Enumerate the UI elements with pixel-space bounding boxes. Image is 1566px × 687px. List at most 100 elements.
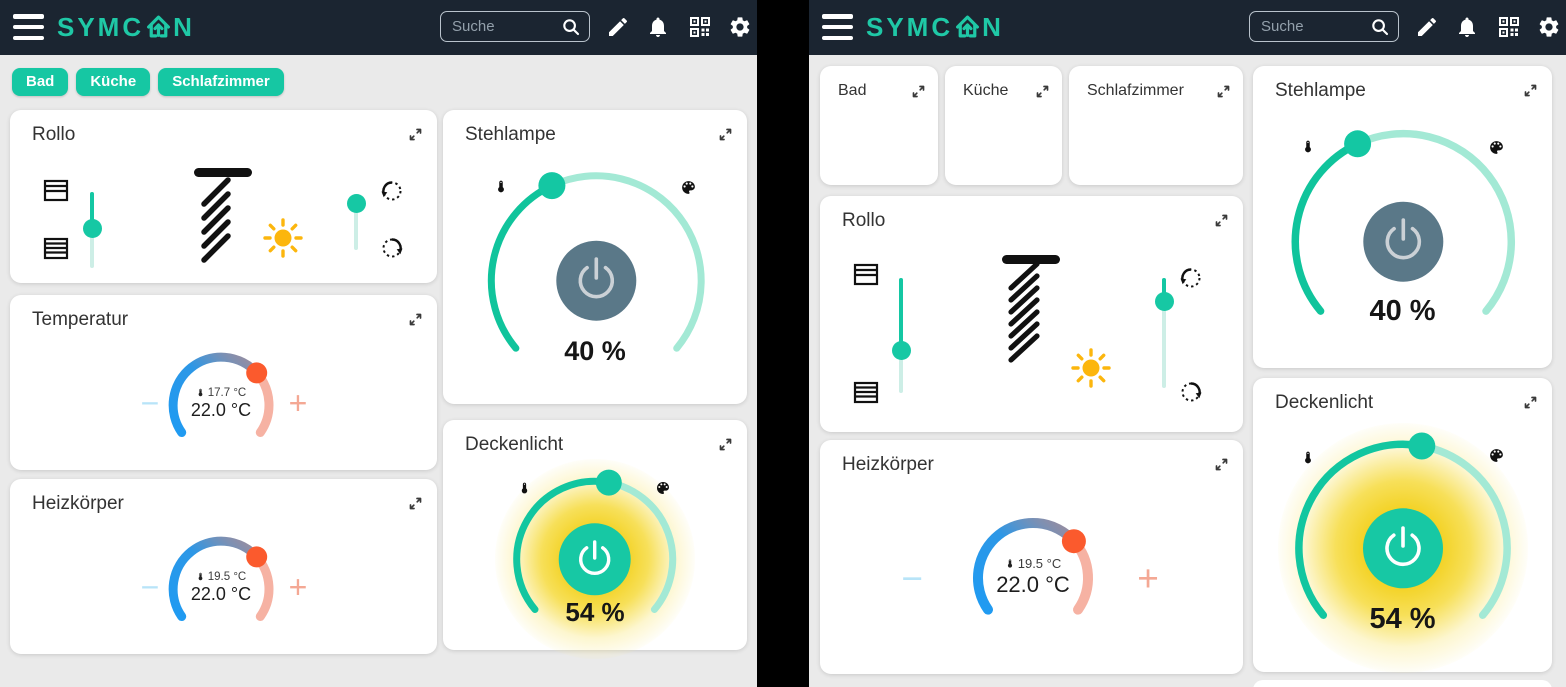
dial-thumb[interactable]: [595, 469, 622, 496]
search-icon[interactable]: [561, 17, 581, 37]
card-title: Deckenlicht: [1275, 392, 1374, 413]
blind-position-slider[interactable]: [891, 278, 911, 393]
slider-thumb[interactable]: [346, 193, 366, 213]
blind-position-slider[interactable]: [82, 192, 102, 268]
brightness-value: 40 %: [564, 336, 626, 366]
expand-icon[interactable]: [1523, 395, 1538, 410]
menu-hamburger-icon[interactable]: [13, 14, 44, 40]
slider-thumb[interactable]: [1154, 291, 1174, 311]
expand-icon[interactable]: [408, 496, 423, 511]
decrease-button[interactable]: −: [140, 569, 160, 605]
room-title: Küche: [963, 82, 1009, 99]
card-title: Heizkörper: [32, 493, 124, 514]
thermometer-mode-icon[interactable]: [494, 177, 508, 196]
slat-angle-slider[interactable]: [1154, 278, 1174, 388]
logo-text-suffix: N: [173, 12, 195, 42]
chip-kueche[interactable]: Küche: [76, 68, 151, 96]
brightness-value: 54 %: [1369, 603, 1436, 635]
settings-gear-icon[interactable]: [1537, 15, 1561, 39]
slider-thumb[interactable]: [82, 218, 102, 238]
app-panel-left: SYMC N: [0, 0, 757, 687]
target-temperature: 22.0 °C: [121, 584, 321, 605]
power-button[interactable]: [556, 240, 637, 321]
card-title: Rollo: [32, 124, 76, 145]
thermometer-mode-icon[interactable]: [1301, 137, 1315, 156]
expand-icon[interactable]: [718, 127, 733, 142]
notifications-bell-icon[interactable]: [646, 15, 670, 39]
dial-thumb[interactable]: [1408, 432, 1436, 460]
power-button[interactable]: [1363, 508, 1443, 589]
sun-icon: [263, 218, 303, 258]
palette-color-icon[interactable]: [1488, 139, 1505, 156]
card-deckenlicht: Deckenlicht 54 %: [1253, 378, 1552, 673]
search-input[interactable]: [441, 18, 561, 35]
room-card-schlafzimmer[interactable]: Schlafzimmer: [1069, 66, 1243, 185]
expand-icon[interactable]: [911, 84, 926, 99]
power-icon: [578, 257, 615, 299]
qr-code-icon[interactable]: [688, 15, 712, 39]
card-stehlampe: Stehlampe 40 %: [443, 110, 747, 404]
thermometer-icon: [198, 572, 203, 581]
increase-button[interactable]: +: [1137, 558, 1159, 599]
current-temperature-value: 17.7 °C: [207, 386, 247, 399]
power-icon: [579, 540, 611, 575]
rotate-cw-icon[interactable]: [380, 236, 404, 260]
rotate-ccw-icon[interactable]: [380, 179, 404, 203]
header: SYMC N: [809, 0, 1566, 55]
dial-thumb[interactable]: [1344, 130, 1372, 158]
current-temperature: 17.7 °C: [121, 386, 321, 399]
decrease-button[interactable]: −: [901, 558, 923, 599]
edit-pencil-icon[interactable]: [606, 15, 630, 39]
expand-icon[interactable]: [718, 437, 733, 452]
room-card-kueche[interactable]: Küche: [945, 66, 1062, 185]
gauge-knob[interactable]: [246, 546, 268, 568]
logo-house-icon: [956, 15, 980, 38]
gauge-knob[interactable]: [246, 362, 268, 384]
settings-gear-icon[interactable]: [728, 15, 752, 39]
target-temperature-value: 22.0 °C: [996, 572, 1070, 597]
expand-icon[interactable]: [1216, 84, 1231, 99]
menu-hamburger-icon[interactable]: [822, 14, 853, 40]
thermometer-mode-icon[interactable]: [1301, 448, 1315, 467]
rotate-ccw-icon[interactable]: [1179, 266, 1203, 290]
notifications-bell-icon[interactable]: [1455, 15, 1479, 39]
card-heizkoerper: Heizkörper 19.5 °C 22.0 °C − +: [10, 479, 437, 654]
expand-icon[interactable]: [408, 127, 423, 142]
search-input[interactable]: [1250, 18, 1370, 35]
expand-icon[interactable]: [1214, 457, 1229, 472]
palette-color-icon[interactable]: [680, 179, 697, 196]
logo-text-suffix: N: [982, 12, 1004, 42]
gauge-knob[interactable]: [1061, 529, 1086, 554]
expand-icon[interactable]: [1214, 213, 1229, 228]
expand-icon[interactable]: [1035, 84, 1050, 99]
decrease-button[interactable]: −: [140, 385, 160, 421]
expand-icon[interactable]: [408, 312, 423, 327]
room-card-bad[interactable]: Bad: [820, 66, 938, 185]
card-peek: [1253, 680, 1552, 687]
power-button[interactable]: [1363, 201, 1444, 282]
qr-code-icon[interactable]: [1497, 15, 1521, 39]
slat-angle-slider[interactable]: [346, 193, 366, 250]
target-temperature-value: 22.0 °C: [190, 400, 252, 420]
increase-button[interactable]: +: [288, 569, 308, 605]
palette-color-icon[interactable]: [655, 480, 671, 496]
thermometer-mode-icon[interactable]: [518, 479, 531, 497]
power-icon: [1385, 526, 1421, 567]
app-logo: SYMC N: [866, 12, 1004, 43]
chip-schlafzimmer[interactable]: Schlafzimmer: [158, 68, 284, 96]
thermostat-gauge: [168, 536, 274, 621]
rotate-cw-icon[interactable]: [1179, 380, 1203, 404]
target-temperature: 22.0 °C: [121, 400, 321, 421]
increase-button[interactable]: +: [288, 385, 308, 421]
chip-bad[interactable]: Bad: [12, 68, 69, 96]
search-icon[interactable]: [1370, 17, 1390, 37]
palette-color-icon[interactable]: [1488, 447, 1505, 464]
card-stehlampe: Stehlampe 40 %: [1253, 66, 1552, 368]
search-box[interactable]: [440, 11, 590, 42]
power-icon: [1385, 218, 1422, 260]
slider-thumb[interactable]: [891, 340, 911, 360]
search-box[interactable]: [1249, 11, 1399, 42]
edit-pencil-icon[interactable]: [1415, 15, 1439, 39]
expand-icon[interactable]: [1523, 83, 1538, 98]
dial-thumb[interactable]: [538, 172, 566, 200]
